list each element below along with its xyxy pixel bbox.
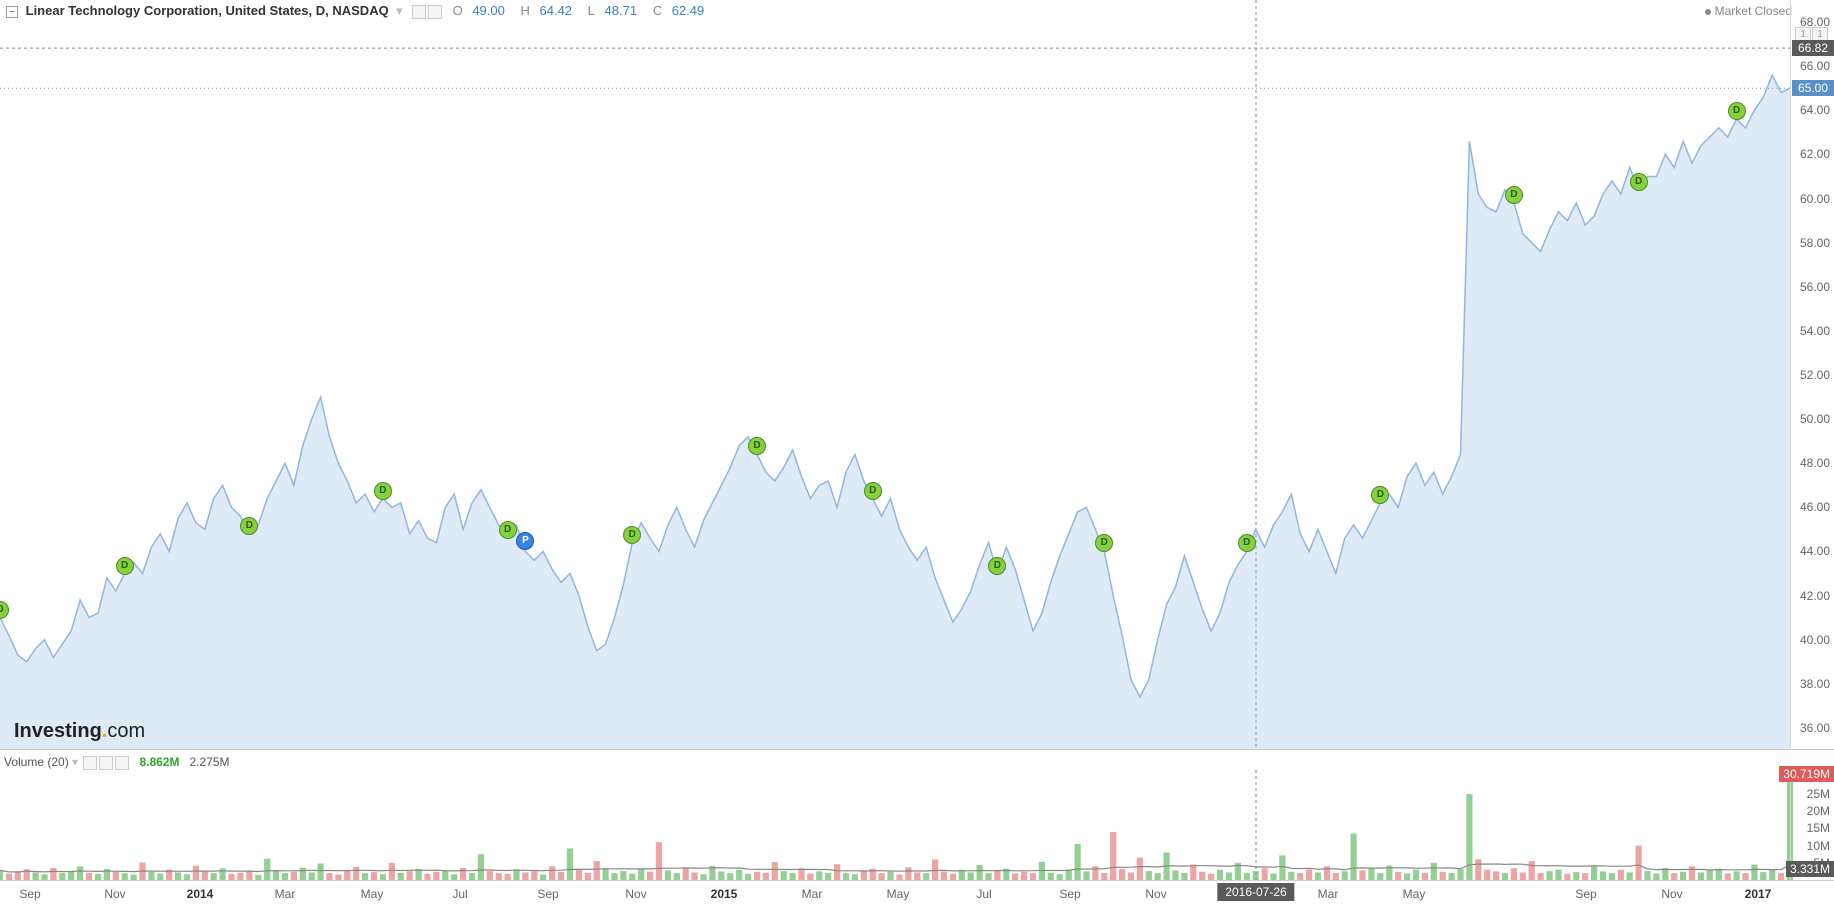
price-tag: 66.82 <box>1792 40 1834 56</box>
dividend-marker[interactable]: D <box>240 517 258 535</box>
time-tick: Nov <box>1145 887 1166 901</box>
price-y-tick: 46.00 <box>1800 500 1830 514</box>
time-tick: Jul <box>452 887 467 901</box>
price-y-tick: 66.00 <box>1800 59 1830 73</box>
time-tick: 2014 <box>187 887 214 901</box>
time-tick: May <box>1403 887 1426 901</box>
dividend-marker[interactable]: D <box>116 557 134 575</box>
chevron-down-icon[interactable]: ▾ <box>72 755 78 769</box>
price-y-tick: 38.00 <box>1800 677 1830 691</box>
time-tick: Nov <box>104 887 125 901</box>
volume-y-tick: 20M <box>1807 804 1830 818</box>
volume-current: 8.862M <box>139 755 179 769</box>
price-y-tick: 50.00 <box>1800 412 1830 426</box>
time-tick: 2015 <box>711 887 738 901</box>
price-y-tick: 48.00 <box>1800 456 1830 470</box>
dividend-marker[interactable]: D <box>1095 534 1113 552</box>
time-tick: Mar <box>1318 887 1339 901</box>
volume-label: Volume (20) <box>4 755 69 769</box>
price-y-tick: 36.00 <box>1800 721 1830 735</box>
volume-header: Volume (20) ▾ 8.862M 2.275M <box>4 755 230 770</box>
price-tag: 65.00 <box>1792 80 1834 96</box>
time-tick: 2017 <box>1745 887 1772 901</box>
time-tick: Nov <box>1661 887 1682 901</box>
dividend-marker[interactable]: D <box>748 437 766 455</box>
time-tick: Sep <box>1575 887 1596 901</box>
time-tick: Sep <box>537 887 558 901</box>
dividend-marker[interactable]: D <box>1505 186 1523 204</box>
volume-tag: 30.719M <box>1779 766 1834 782</box>
price-y-tick: 64.00 <box>1800 103 1830 117</box>
dividend-marker[interactable]: D <box>1238 534 1256 552</box>
price-y-tick: 68.00 <box>1800 15 1830 29</box>
price-y-tick: 44.00 <box>1800 544 1830 558</box>
volume-y-tick: 10M <box>1807 839 1830 853</box>
dividend-marker[interactable]: D <box>1630 173 1648 191</box>
volume-y-tick: 15M <box>1807 821 1830 835</box>
dividend-marker[interactable]: D <box>1728 102 1746 120</box>
dividend-marker[interactable]: D <box>864 482 882 500</box>
volume-chart[interactable]: 5M10M15M20M25M30.719M3.331M <box>0 770 1834 880</box>
time-tick: May <box>887 887 910 901</box>
split-marker[interactable]: P <box>516 532 534 550</box>
price-y-tick: 56.00 <box>1800 280 1830 294</box>
cursor-date: 2016-07-26 <box>1217 883 1294 901</box>
price-chart[interactable]: Investing.com 36.00 38.00 40.00 42.00 44.00 4… <box>0 0 1834 750</box>
price-y-tick: 58.00 <box>1800 236 1830 250</box>
time-tick: Nov <box>625 887 646 901</box>
volume-tag: 3.331M <box>1786 861 1834 877</box>
volume-y-tick: 25M <box>1807 787 1830 801</box>
price-y-tick: 40.00 <box>1800 633 1830 647</box>
price-y-tick: 52.00 <box>1800 368 1830 382</box>
time-tick: Mar <box>275 887 296 901</box>
investing-logo: Investing.com <box>14 720 145 743</box>
time-tick: Sep <box>19 887 40 901</box>
dividend-marker[interactable]: D <box>988 557 1006 575</box>
time-tick: Jul <box>976 887 991 901</box>
time-axis: Sep Nov 2014 Mar May Jul Sep Nov 2015 Mar May Jul Se… <box>0 880 1834 912</box>
price-y-tick: 42.00 <box>1800 589 1830 603</box>
time-tick: Sep <box>1059 887 1080 901</box>
price-y-tick: 60.00 <box>1800 192 1830 206</box>
dividend-marker[interactable]: D <box>1371 486 1389 504</box>
dividend-marker[interactable]: D <box>623 526 641 544</box>
dividend-marker[interactable]: D <box>499 521 517 539</box>
price-y-tick: 54.00 <box>1800 324 1830 338</box>
dividend-marker[interactable]: D <box>374 482 392 500</box>
time-tick: May <box>361 887 384 901</box>
price-y-tick: 62.00 <box>1800 147 1830 161</box>
volume-badges <box>81 755 129 769</box>
volume-avg: 2.275M <box>189 755 229 769</box>
time-tick: Mar <box>802 887 823 901</box>
